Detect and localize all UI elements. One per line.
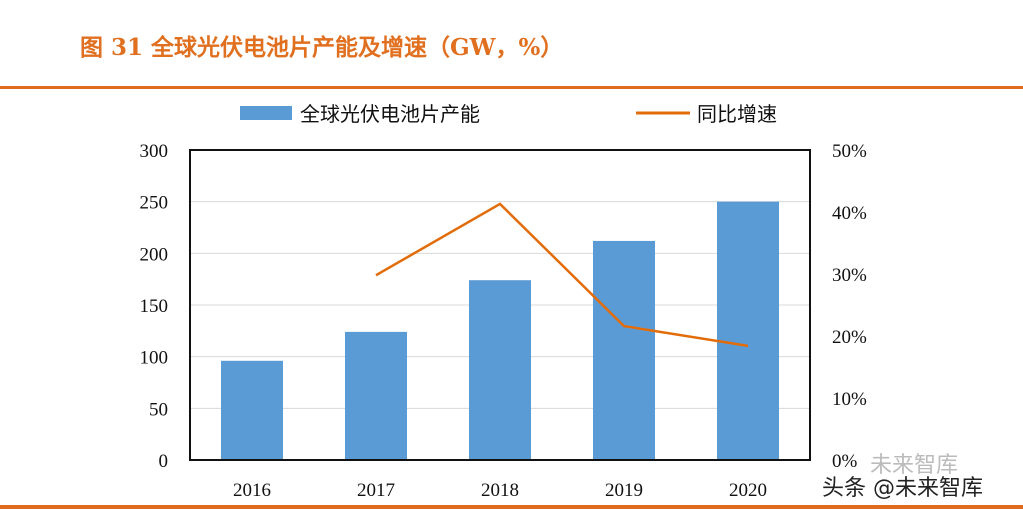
growth-line: [375, 202, 749, 348]
plot-frame: [189, 149, 811, 461]
watermark: 头条 @未来智库: [822, 476, 983, 501]
x-tick-label: 2020: [729, 480, 767, 501]
left-tick-label: 100: [140, 348, 169, 369]
left-tick-label: 0: [159, 451, 169, 472]
right-tick-label: 0%: [832, 451, 858, 472]
watermark-faint: 未来智库: [870, 453, 959, 478]
legend-swatch-bar: [240, 106, 292, 120]
x-tick-label: 2019: [605, 480, 643, 501]
legend-label-line: 同比增速: [697, 102, 777, 126]
left-tick-label: 250: [140, 193, 169, 214]
left-tick-label: 200: [140, 244, 169, 265]
bar-2018: [469, 280, 531, 460]
bar-2017: [345, 331, 407, 460]
x-tick-label: 2017: [357, 480, 395, 501]
right-tick-label: 40%: [832, 203, 867, 224]
top-rule: [0, 86, 1023, 89]
bar-2020: [717, 201, 779, 460]
bar-2016: [221, 360, 283, 460]
right-tick-label: 30%: [832, 265, 867, 286]
right-tick-label: 20%: [832, 327, 867, 348]
right-tick-label: 10%: [832, 389, 867, 410]
bar-2019: [593, 240, 655, 460]
bottom-rule: [0, 505, 1023, 509]
left-tick-label: 150: [140, 296, 169, 317]
legend-label-bar: 全球光伏电池片产能: [300, 102, 480, 126]
x-tick-label: 2018: [481, 480, 519, 501]
left-tick-label: 50: [149, 399, 168, 420]
left-tick-label: 300: [140, 141, 169, 162]
x-tick-label: 2016: [233, 480, 271, 501]
chart-title: 图 31 全球光伏电池片产能及增速（GW，%）: [80, 34, 564, 61]
right-tick-label: 50%: [832, 141, 867, 162]
